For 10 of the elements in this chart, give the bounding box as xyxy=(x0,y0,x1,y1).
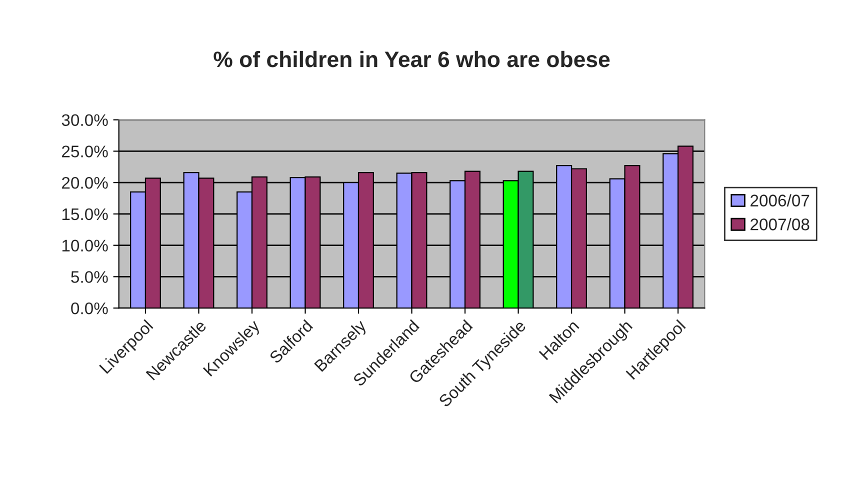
y-tick-label: 30.0% xyxy=(62,114,108,126)
legend-label: 2006/07 xyxy=(750,194,810,206)
y-tick-label: 10.0% xyxy=(62,240,108,252)
y-tick-label: 20.0% xyxy=(62,176,108,189)
chart-title: % of children in Year 6 who are obese xyxy=(214,50,610,68)
y-tick-label: 0.0% xyxy=(71,302,108,314)
y-tick-label: 25.0% xyxy=(62,146,108,158)
y-tick-label: 5.0% xyxy=(71,271,108,283)
legend-label: 2007/08 xyxy=(750,218,810,230)
y-tick-label: 15.0% xyxy=(62,208,108,220)
